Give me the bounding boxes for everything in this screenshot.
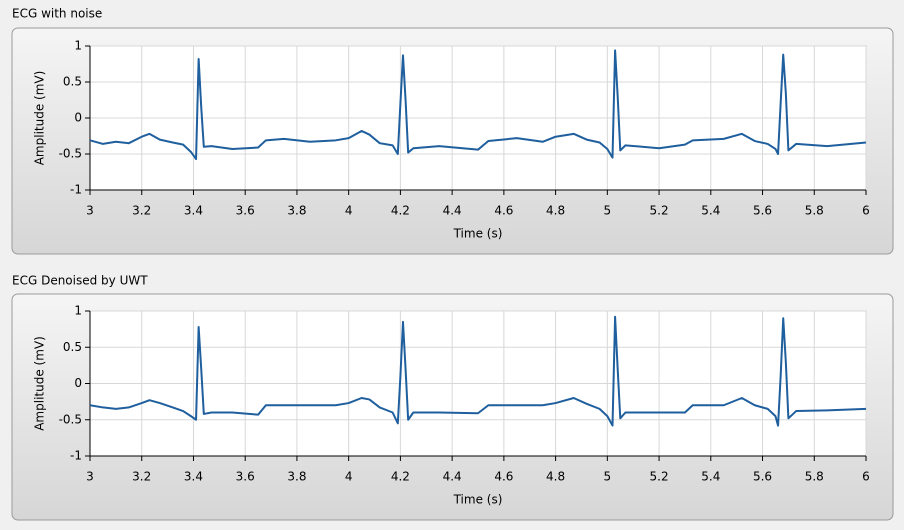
- x-tick-label: 3.8: [287, 204, 306, 218]
- x-tick-label: 5: [604, 470, 612, 484]
- x-tick-label: 6: [862, 204, 870, 218]
- x-tick-label: 5.6: [753, 204, 772, 218]
- panel-title: ECG with noise: [12, 7, 102, 21]
- x-tick-label: 3.8: [287, 470, 306, 484]
- y-tick-label: -0.5: [59, 412, 82, 426]
- x-tick-label: 3.2: [132, 204, 151, 218]
- panel-title: ECG Denoised by UWT: [12, 274, 148, 288]
- y-axis-label: Amplitude (mV): [33, 71, 47, 166]
- x-tick-label: 4.4: [443, 470, 462, 484]
- x-tick-label: 3: [86, 204, 94, 218]
- y-tick-label: 0.5: [63, 340, 82, 354]
- y-tick-label: 0: [74, 111, 82, 125]
- x-tick-label: 5: [604, 204, 612, 218]
- x-axis-label: Time (s): [453, 227, 503, 241]
- y-tick-label: -1: [70, 183, 82, 197]
- x-tick-label: 5.2: [650, 470, 669, 484]
- x-tick-label: 4.6: [494, 204, 513, 218]
- x-tick-label: 5.8: [805, 470, 824, 484]
- x-tick-label: 3.2: [132, 470, 151, 484]
- x-tick-label: 4.8: [546, 204, 565, 218]
- x-tick-label: 3.4: [184, 470, 203, 484]
- x-tick-label: 5.4: [701, 470, 720, 484]
- x-tick-label: 5.2: [650, 204, 669, 218]
- x-tick-label: 6: [862, 470, 870, 484]
- x-tick-label: 4: [345, 470, 353, 484]
- signal-line: [89, 49, 867, 161]
- y-tick-label: 0: [74, 376, 82, 390]
- x-tick-label: 3.6: [236, 470, 255, 484]
- x-tick-label: 4.6: [494, 470, 513, 484]
- x-tick-label: 4.4: [443, 204, 462, 218]
- x-tick-label: 4: [345, 204, 353, 218]
- x-tick-label: 3.6: [236, 204, 255, 218]
- x-tick-label: 3.4: [184, 204, 203, 218]
- y-tick-label: -1: [70, 449, 82, 463]
- x-tick-label: 5.6: [753, 470, 772, 484]
- x-tick-label: 4.2: [391, 204, 410, 218]
- x-tick-label: 4.2: [391, 470, 410, 484]
- x-tick-label: 4.8: [546, 470, 565, 484]
- y-tick-label: 0.5: [63, 75, 82, 89]
- y-tick-label: 1: [74, 39, 82, 53]
- signal-line: [89, 315, 867, 427]
- x-tick-label: 3: [86, 470, 94, 484]
- x-axis-label: Time (s): [453, 493, 503, 507]
- y-tick-label: -0.5: [59, 147, 82, 161]
- x-tick-label: 5.8: [805, 204, 824, 218]
- y-axis-label: Amplitude (mV): [33, 336, 47, 431]
- y-tick-label: 1: [74, 304, 82, 318]
- x-tick-label: 5.4: [701, 204, 720, 218]
